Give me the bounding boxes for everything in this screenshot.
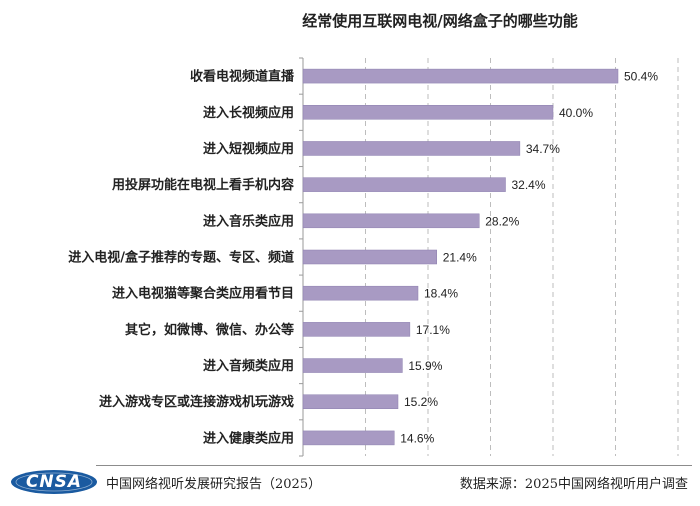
value-label: 21.4%	[443, 251, 477, 265]
data-source: 数据来源：2025中国网络视听用户调查	[459, 477, 688, 492]
value-label: 15.2%	[404, 395, 438, 409]
bar	[302, 430, 395, 446]
value-label: 40.0%	[559, 106, 593, 120]
category-label: 进入健康类应用	[203, 430, 294, 446]
category-label: 用投屏功能在电视上看手机内容	[111, 177, 294, 193]
logo-text: CNSA	[25, 472, 83, 492]
category-label: 收看电视频道直播	[190, 69, 295, 85]
bar	[302, 68, 619, 84]
report-title: 中国网络视听发展研究报告（2025）	[106, 477, 322, 492]
value-label: 32.4%	[512, 178, 546, 192]
category-label: 进入长视频应用	[203, 105, 294, 121]
footer-divider	[96, 465, 692, 466]
bar	[302, 358, 403, 373]
category-label: 其它，如微博、微信、办公等	[125, 322, 294, 338]
chart-title: 经常使用互联网电视/网络盒子的哪些功能	[302, 12, 578, 30]
bar	[302, 322, 411, 337]
value-label: 14.6%	[400, 431, 434, 445]
category-label: 进入短视频应用	[203, 141, 294, 157]
category-label: 进入游戏专区或连接游戏机玩游戏	[99, 394, 294, 410]
bar	[302, 394, 399, 409]
value-label: 50.4%	[624, 70, 658, 84]
category-label: 进入电视/盒子推荐的专题、专区、频道	[68, 250, 294, 266]
bar	[302, 213, 480, 229]
category-label: 进入音乐类应用	[203, 213, 294, 229]
value-label: 28.2%	[485, 214, 519, 228]
bar	[302, 177, 506, 192]
category-label: 进入电视猫等聚合类应用看节目	[112, 286, 294, 302]
bar	[302, 141, 521, 156]
value-label: 34.7%	[526, 142, 560, 156]
category-label: 进入音频类应用	[203, 358, 294, 374]
bar	[302, 105, 554, 120]
value-label: 15.9%	[408, 359, 442, 373]
value-label: 18.4%	[424, 287, 458, 301]
bar	[302, 249, 437, 265]
value-label: 17.1%	[416, 323, 450, 337]
cnsa-logo	[11, 470, 97, 494]
bar	[302, 285, 419, 301]
